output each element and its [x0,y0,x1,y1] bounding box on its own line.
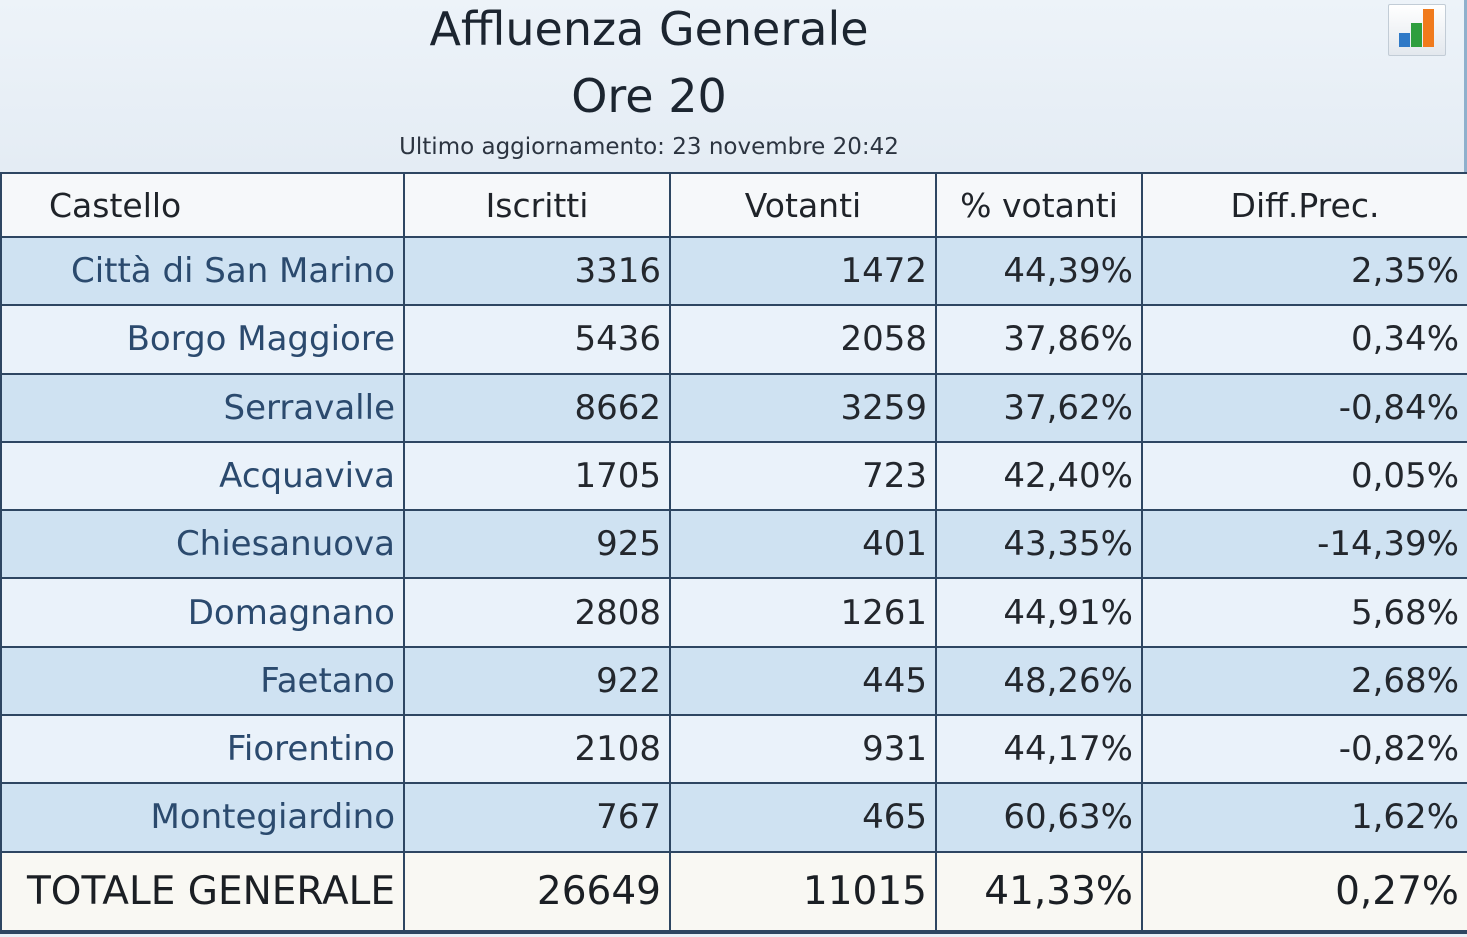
votanti-cell: 3259 [669,372,937,443]
votanti-cell: 1261 [669,577,937,648]
table-row: Serravalle 8662 3259 37,62% -0,84% [0,372,1467,443]
percent-votanti-cell: 44,91% [935,577,1143,648]
votanti-cell: 931 [669,713,937,785]
votanti-cell: 465 [669,782,937,853]
iscritti-cell: 767 [403,782,671,853]
diff-prec-cell: 1,62% [1141,782,1467,853]
total-label-cell: TOTALE GENERALE [0,850,405,935]
table-row: Chiesanuova 925 401 43,35% -14,39% [0,509,1467,580]
column-header-votanti: Votanti [669,172,937,238]
iscritti-cell: 2108 [403,713,671,785]
iscritti-cell: 8662 [403,372,671,443]
bar-chart-icon[interactable] [1388,4,1446,56]
percent-votanti-cell: 42,40% [935,440,1143,512]
table-row: Borgo Maggiore 5436 2058 37,86% 0,34% [0,304,1467,375]
iscritti-cell: 1705 [403,440,671,512]
diff-prec-cell: -0,84% [1141,372,1467,443]
last-updated-label: Ultimo aggiornamento: 23 novembre 20:42 [399,134,899,160]
column-header-diff-prec: Diff.Prec. [1141,172,1467,238]
total-percent-votanti-cell: 41,33% [935,850,1143,935]
iscritti-cell: 3316 [403,235,671,307]
table-row: Domagnano 2808 1261 44,91% 5,68% [0,577,1467,648]
percent-votanti-cell: 43,35% [935,509,1143,580]
table-header-row: Castello Iscritti Votanti % votanti Diff… [0,172,1467,238]
total-diff-prec-cell: 0,27% [1141,850,1467,935]
castello-cell: Chiesanuova [0,509,405,580]
percent-votanti-cell: 37,62% [935,372,1143,443]
iscritti-cell: 2808 [403,577,671,648]
diff-prec-cell: 0,05% [1141,440,1467,512]
header: Affluenza Generale Ore 20 Ultimo aggiorn… [0,0,1467,172]
column-header-percent-votanti: % votanti [935,172,1143,238]
page-title: Affluenza Generale [429,2,869,56]
percent-votanti-cell: 48,26% [935,645,1143,716]
votanti-cell: 723 [669,440,937,512]
diff-prec-cell: 2,35% [1141,235,1467,307]
chart-icon-bar [1399,33,1410,47]
castello-cell: Faetano [0,645,405,716]
votanti-cell: 445 [669,645,937,716]
castello-cell: Borgo Maggiore [0,304,405,375]
diff-prec-cell: -14,39% [1141,509,1467,580]
percent-votanti-cell: 44,39% [935,235,1143,307]
table-row: Faetano 922 445 48,26% 2,68% [0,645,1467,716]
diff-prec-cell: 2,68% [1141,645,1467,716]
castello-cell: Montegiardino [0,782,405,853]
total-row: TOTALE GENERALE 26649 11015 41,33% 0,27% [0,850,1467,935]
table-row: Montegiardino 767 465 60,63% 1,62% [0,782,1467,853]
table-row: Acquaviva 1705 723 42,40% 0,05% [0,440,1467,512]
chart-icon-bar [1411,23,1422,47]
votanti-cell: 401 [669,509,937,580]
column-header-castello: Castello [0,172,405,238]
page-subtitle: Ore 20 [571,69,727,123]
castello-cell: Domagnano [0,577,405,648]
table-row: Fiorentino 2108 931 44,17% -0,82% [0,713,1467,785]
diff-prec-cell: -0,82% [1141,713,1467,785]
percent-votanti-cell: 60,63% [935,782,1143,853]
iscritti-cell: 925 [403,509,671,580]
total-votanti-cell: 11015 [669,850,937,935]
votanti-cell: 2058 [669,304,937,375]
turnout-table: Castello Iscritti Votanti % votanti Diff… [0,172,1467,935]
castello-cell: Acquaviva [0,440,405,512]
column-header-iscritti: Iscritti [403,172,671,238]
total-iscritti-cell: 26649 [403,850,671,935]
castello-cell: Città di San Marino [0,235,405,307]
castello-cell: Serravalle [0,372,405,443]
castello-cell: Fiorentino [0,713,405,785]
diff-prec-cell: 0,34% [1141,304,1467,375]
votanti-cell: 1472 [669,235,937,307]
chart-icon-bar [1423,9,1434,47]
diff-prec-cell: 5,68% [1141,577,1467,648]
iscritti-cell: 5436 [403,304,671,375]
percent-votanti-cell: 37,86% [935,304,1143,375]
iscritti-cell: 922 [403,645,671,716]
table-row: Città di San Marino 3316 1472 44,39% 2,3… [0,235,1467,307]
percent-votanti-cell: 44,17% [935,713,1143,785]
